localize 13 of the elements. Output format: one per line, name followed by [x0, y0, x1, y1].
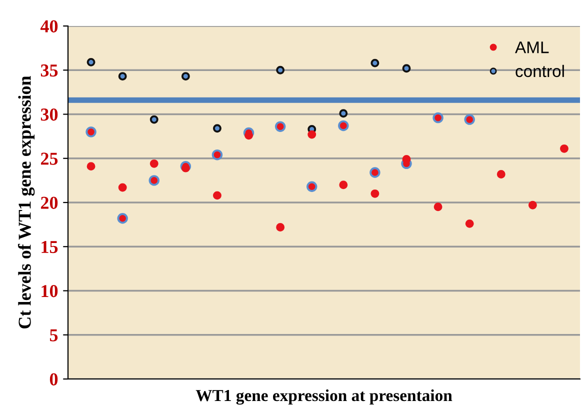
y-tick-label: 30	[40, 108, 58, 121]
y-tick-label: 5	[50, 329, 58, 342]
y-axis-title: Ct levels of WT1 gene expression	[18, 76, 35, 328]
y-tick-label: 15	[42, 240, 58, 254]
legend-label: control	[516, 64, 564, 78]
y-tick-label: 20	[40, 196, 58, 209]
x-axis-title: WT1 gene expression at presentaion	[196, 389, 452, 405]
y-tick-label: 0	[50, 373, 58, 386]
legend-label: AML	[515, 42, 549, 54]
y-tick-label: 40	[40, 20, 58, 32]
y-tick-label: 25	[40, 152, 58, 165]
y-tick-label: 10	[42, 285, 58, 298]
y-tick-label: 35	[40, 64, 58, 77]
